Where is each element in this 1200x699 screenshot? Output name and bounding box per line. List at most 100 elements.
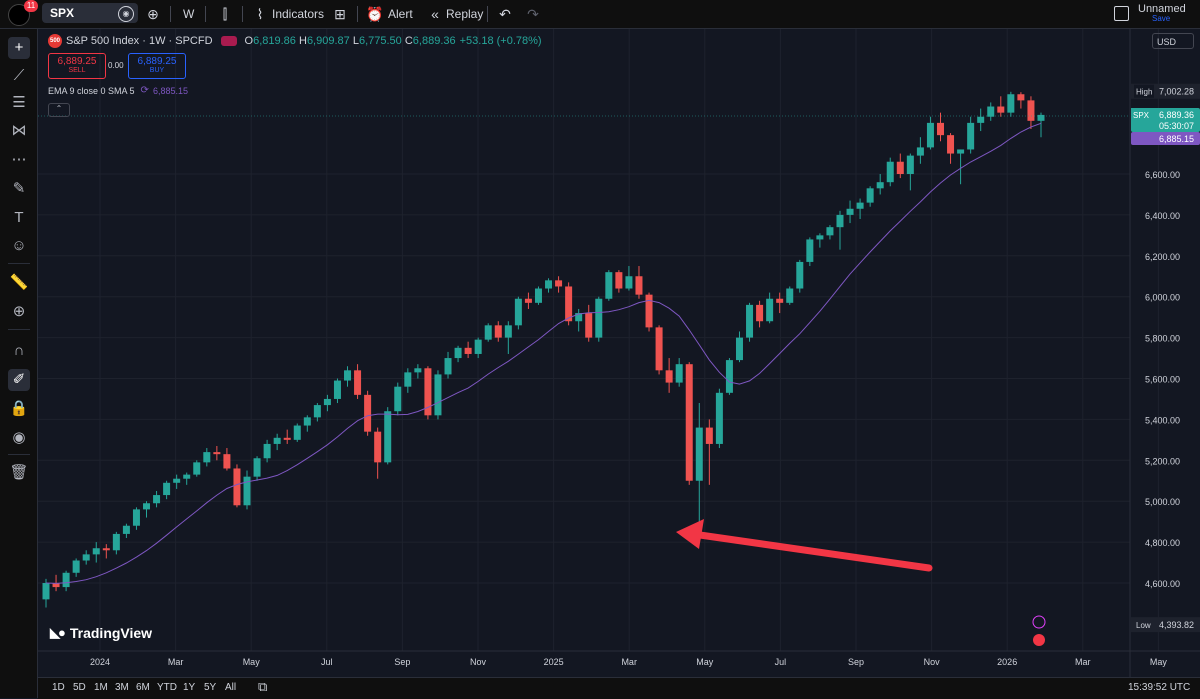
symbol-search[interactable] — [42, 3, 138, 23]
lock-icon[interactable]: 🔒 — [9, 400, 29, 417]
price-axis: 6,600.00 6,400.00 6,200.00 6,000.00 5,800.00… — [1131, 83, 1200, 633]
indicator-legend[interactable]: EMA 9 close 0 SMA 5 ⟳ 6,885.15 — [48, 85, 188, 96]
toolbar-divider — [242, 6, 243, 22]
indicators-icon[interactable]: ⌇ — [256, 6, 264, 22]
eye-icon[interactable]: ◉ — [12, 429, 26, 446]
horizontal-lines-icon[interactable]: ☰ — [12, 94, 26, 111]
candle — [856, 198, 864, 219]
date-range-icon[interactable]: ⧉ — [258, 679, 268, 694]
candle — [725, 358, 733, 395]
series-title[interactable]: S&P 500 Index · 1W · SPCFD — [66, 35, 213, 47]
range-button-3m[interactable]: 3M — [115, 682, 129, 693]
brush-icon[interactable]: ✎ — [12, 180, 26, 197]
ruler-icon[interactable]: 📏 — [9, 274, 29, 291]
candles — [42, 91, 1046, 646]
time-tick-label: Mar — [621, 657, 637, 667]
magnet-icon[interactable]: ∩ — [13, 342, 25, 359]
price-tick-label: 4,600.00 — [1145, 579, 1180, 589]
pitchfork-icon[interactable]: ⋈ — [11, 122, 27, 139]
crosshair-icon[interactable]: + — [8, 37, 30, 59]
trend-line-icon[interactable]: ⟋ — [13, 67, 25, 84]
drawing-toolbar: + ⟋ ☰ ⋈ ⋯ ✎ T ☺ 📏 ⊕ ∩ ✐ 🔒 ◉ 🗑 — [0, 29, 38, 698]
toolbar-divider — [487, 6, 488, 22]
candle — [303, 415, 311, 432]
clock[interactable]: 15:39:52 UTC — [1128, 682, 1191, 693]
stay-in-drawing-mode-icon[interactable]: ✐ — [8, 369, 30, 391]
emoji-icon[interactable]: ☺ — [11, 237, 27, 254]
candle — [987, 102, 995, 121]
range-button-1d[interactable]: 1D — [52, 682, 65, 693]
symbol-logo: 500 — [48, 34, 62, 48]
currency-select[interactable]: USD — [1152, 33, 1194, 49]
undo-icon[interactable]: ↶ — [499, 6, 511, 22]
candles-icon[interactable]: ⫿ — [222, 6, 228, 22]
spread-value: 0.00 — [108, 61, 124, 70]
candle — [886, 157, 894, 187]
range-button-all[interactable]: All — [225, 682, 237, 693]
templates-icon[interactable]: ⊞ — [334, 6, 346, 22]
replay-icon[interactable]: « — [431, 6, 439, 22]
candle — [635, 266, 643, 299]
zoom-in-icon[interactable]: ⊕ — [12, 303, 26, 320]
low-label: Low — [1136, 621, 1151, 630]
candle — [263, 439, 271, 463]
candle — [283, 429, 291, 444]
range-button-5y[interactable]: 5Y — [204, 682, 217, 693]
candle — [675, 358, 683, 387]
candle — [183, 472, 191, 485]
ema-price-tag: 6,885.15 — [1159, 134, 1194, 144]
candle — [504, 321, 512, 354]
candle — [836, 210, 844, 250]
alarm-clock-icon[interactable]: ⏰ — [366, 6, 384, 22]
range-button-1y[interactable]: 1Y — [183, 682, 196, 693]
save-link[interactable]: Save — [1152, 14, 1171, 23]
range-button-6m[interactable]: 6M — [136, 682, 150, 693]
layout-icon[interactable] — [1114, 6, 1129, 21]
chart-area[interactable]: 6,600.00 6,400.00 6,200.00 6,000.00 5,800.00… — [38, 29, 1200, 698]
tradingview-mark-icon: ◣● — [50, 625, 66, 640]
candle — [173, 474, 181, 489]
market-status-icon[interactable] — [220, 36, 237, 46]
buy-button[interactable]: 6,889.25 BUY — [128, 53, 186, 79]
price-chart[interactable]: 6,600.00 6,400.00 6,200.00 6,000.00 5,800.00… — [38, 29, 1200, 677]
time-axis: 2024 Mar May Jul Sep Nov 2025 Mar May Jul Sep Nov 20… — [90, 657, 1167, 667]
candle — [826, 225, 834, 240]
candle — [555, 276, 563, 293]
candle — [122, 523, 130, 539]
layout-name[interactable]: Unnamed — [1138, 3, 1186, 15]
candle — [947, 133, 955, 164]
time-tick-label: Sep — [394, 657, 410, 667]
indicators-button[interactable]: Indicators — [272, 7, 325, 21]
ohlc-values: O6,819.86 H6,909.87 L6,775.50 C6,889.36 — [244, 35, 456, 47]
chart-grid — [38, 29, 1159, 651]
range-button-1m[interactable]: 1M — [94, 682, 108, 693]
replay-button[interactable]: Replay — [446, 7, 484, 21]
candle — [715, 388, 723, 449]
candle — [344, 366, 352, 387]
toolbar-divider — [8, 454, 30, 455]
text-icon[interactable]: T — [14, 209, 24, 226]
candle — [233, 464, 241, 508]
alert-button[interactable]: Alert — [388, 7, 413, 21]
candle — [977, 108, 985, 132]
sell-button[interactable]: 6,889.25 SELL — [48, 53, 106, 79]
range-button-ytd[interactable]: YTD — [157, 682, 177, 693]
compare-symbol-icon[interactable]: ◉ — [118, 6, 134, 22]
trash-icon[interactable]: 🗑 — [9, 464, 29, 481]
add-symbol-icon[interactable]: ⊕ — [147, 6, 159, 22]
candle — [404, 368, 412, 393]
range-button-5d[interactable]: 5D — [73, 682, 86, 693]
candle — [665, 358, 673, 393]
candle — [92, 542, 100, 563]
candle — [253, 456, 261, 481]
candle — [364, 390, 372, 436]
interval-button[interactable]: W — [183, 7, 195, 21]
notification-badge: 11 — [24, 0, 38, 12]
patterns-icon[interactable]: ⋯ — [11, 151, 27, 168]
price-change: +53.18 (+0.78%) — [459, 35, 542, 47]
redo-icon[interactable]: ↷ — [527, 6, 539, 22]
sell-price: 6,889.25 — [57, 56, 97, 67]
candle — [434, 370, 442, 420]
candle — [193, 460, 201, 477]
collapse-legend-button[interactable]: ⌃ — [48, 103, 70, 117]
